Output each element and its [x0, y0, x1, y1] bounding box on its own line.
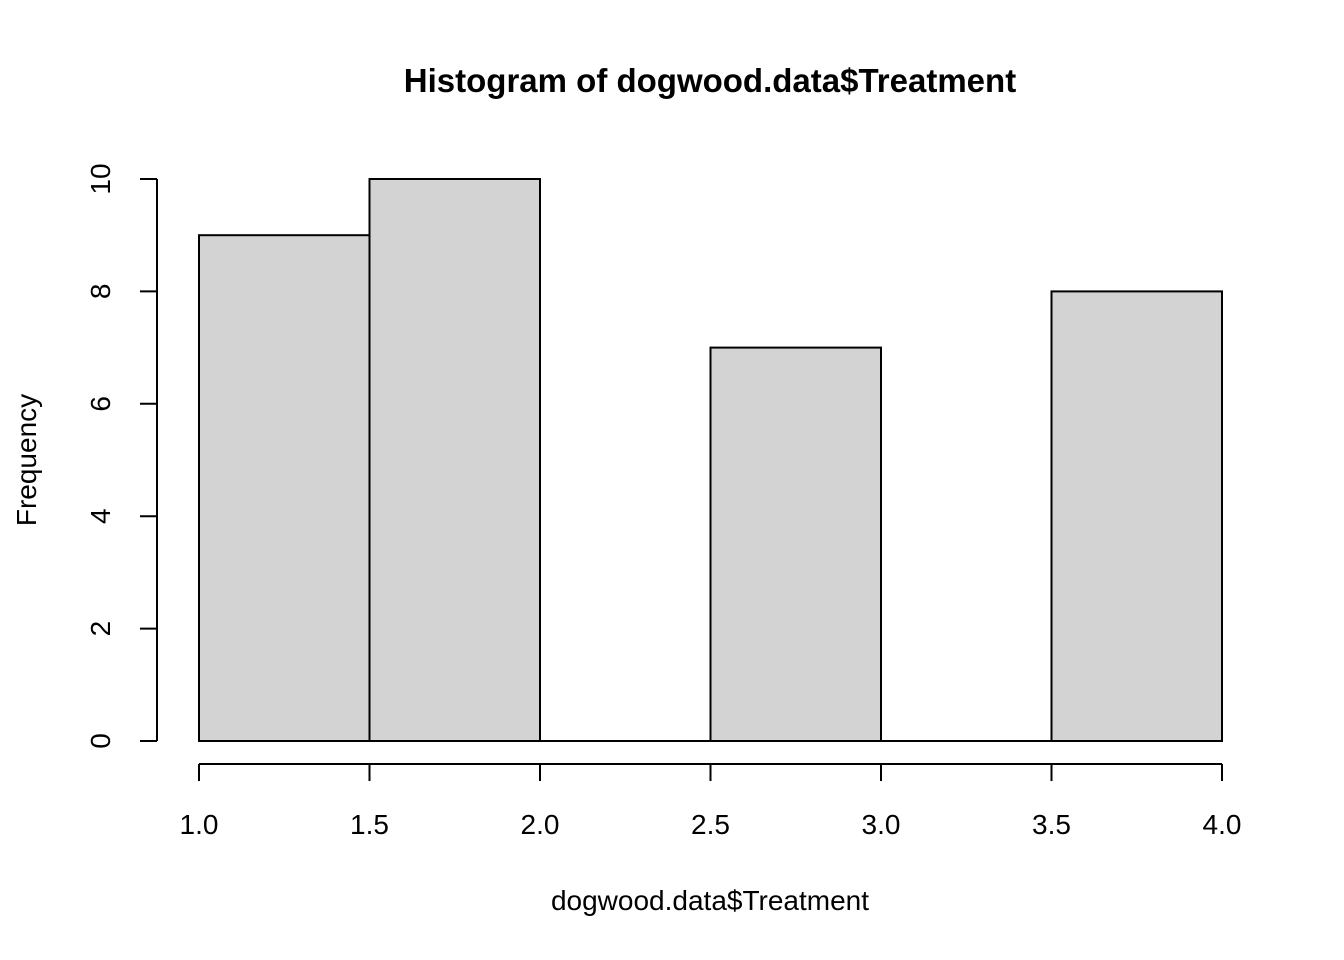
x-tick-label-6: 3.5: [1032, 809, 1071, 840]
y-tick-label-5: 8: [85, 284, 116, 300]
x-tick-label-2: 1.5: [350, 809, 389, 840]
bars-group: [198, 178, 1223, 742]
y-tick-label-6: 10: [85, 163, 116, 194]
x-tick-label-4: 2.5: [691, 809, 730, 840]
x-tick-label-5: 3.0: [862, 809, 901, 840]
x-axis: 1.0 1.5 2.0 2.5 3.0 3.5 4.0: [180, 763, 1242, 840]
y-axis-label: Frequency: [11, 394, 42, 526]
x-tick-label-1: 1.0: [180, 809, 219, 840]
chart-title: Histogram of dogwood.data$Treatment: [404, 62, 1016, 99]
y-tick-label-2: 2: [85, 621, 116, 637]
histogram-bar-4: [709, 346, 882, 742]
y-tick-label-4: 6: [85, 396, 116, 412]
y-tick-label-1: 0: [85, 733, 116, 749]
y-tick-label-3: 4: [85, 508, 116, 524]
histogram-bar-2: [368, 178, 541, 742]
y-axis: 0 2 4 6 8 10: [85, 163, 158, 749]
x-tick-label-7: 4.0: [1203, 809, 1242, 840]
x-tick-label-3: 2.0: [521, 809, 560, 840]
x-axis-label: dogwood.data$Treatment: [551, 885, 869, 916]
histogram-bar-6: [1050, 290, 1223, 742]
histogram-bar-1: [198, 234, 371, 742]
